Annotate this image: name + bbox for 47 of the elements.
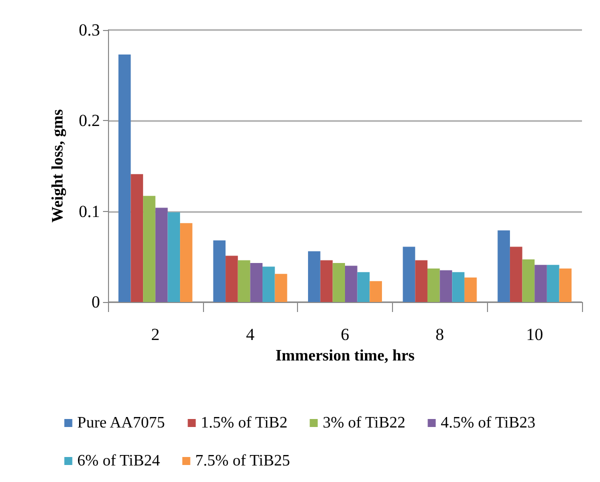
- bar: [498, 230, 510, 302]
- bar: [262, 266, 275, 302]
- y-tick-label: 0.1: [78, 202, 100, 221]
- legend-label: 7.5% of TiB25: [195, 452, 290, 470]
- x-tick-label: 2: [151, 325, 160, 344]
- bar: [274, 274, 288, 302]
- x-tick-label: 10: [526, 325, 544, 344]
- bar: [345, 266, 358, 302]
- bar: [168, 212, 180, 302]
- bar: [357, 272, 370, 302]
- y-tick-label: 0: [92, 292, 100, 312]
- x-tick-label: 4: [246, 325, 255, 344]
- bar: [155, 208, 168, 302]
- bar: [415, 260, 428, 302]
- bar: [402, 246, 416, 302]
- bar: [250, 263, 263, 302]
- bar: [559, 268, 572, 302]
- bar: [226, 256, 238, 302]
- y-axis-title: Weight loss, gms: [50, 109, 66, 223]
- bar: [332, 263, 345, 302]
- bar: [510, 246, 522, 302]
- bar: [427, 268, 440, 302]
- bar: [440, 270, 452, 302]
- bar: [118, 54, 131, 302]
- bar: [522, 259, 535, 302]
- bar: [452, 272, 464, 302]
- bar: [238, 260, 250, 302]
- bar: [308, 251, 320, 302]
- bar: [534, 264, 547, 302]
- bar: [180, 223, 192, 302]
- bar: [320, 260, 333, 302]
- legend-label: 6% of TiB24: [77, 452, 160, 470]
- y-tick-label: 0.3: [78, 20, 100, 40]
- legend-label: 1.5% of TiB2: [200, 414, 288, 432]
- bar: [130, 174, 144, 302]
- bar: [143, 196, 156, 302]
- legend-label: 3% of TiB22: [322, 414, 406, 432]
- legend-label: Pure AA7075: [77, 414, 165, 432]
- legend-label: 4.5% of TiB23: [440, 414, 536, 432]
- bar: [546, 264, 560, 302]
- x-tick-label: 6: [340, 325, 350, 344]
- bar: [464, 278, 477, 302]
- y-tick-label: 0.2: [78, 111, 100, 130]
- bar: [370, 281, 382, 302]
- x-axis-title: Immersion time, hrs: [275, 347, 415, 364]
- bar: [213, 240, 226, 302]
- x-tick-label: 8: [436, 325, 444, 344]
